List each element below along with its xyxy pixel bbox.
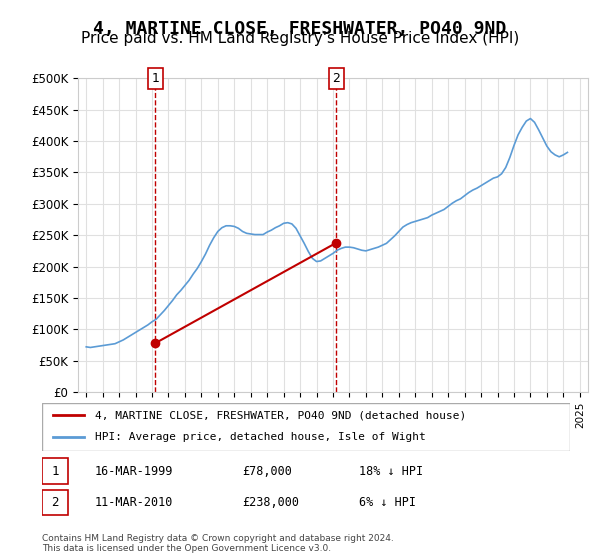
FancyBboxPatch shape [42,458,68,484]
Text: Price paid vs. HM Land Registry's House Price Index (HPI): Price paid vs. HM Land Registry's House … [81,31,519,46]
Text: 4, MARTINE CLOSE, FRESHWATER, PO40 9ND (detached house): 4, MARTINE CLOSE, FRESHWATER, PO40 9ND (… [95,410,466,420]
Text: 1: 1 [52,465,59,478]
Text: Contains HM Land Registry data © Crown copyright and database right 2024.
This d: Contains HM Land Registry data © Crown c… [42,534,394,553]
Text: 1: 1 [152,72,160,85]
FancyBboxPatch shape [42,403,570,451]
Text: £238,000: £238,000 [242,496,299,509]
Text: 16-MAR-1999: 16-MAR-1999 [95,465,173,478]
Text: HPI: Average price, detached house, Isle of Wight: HPI: Average price, detached house, Isle… [95,432,425,442]
Text: 2: 2 [52,496,59,509]
Text: 6% ↓ HPI: 6% ↓ HPI [359,496,416,509]
Text: 18% ↓ HPI: 18% ↓ HPI [359,465,423,478]
Text: 4, MARTINE CLOSE, FRESHWATER, PO40 9ND: 4, MARTINE CLOSE, FRESHWATER, PO40 9ND [94,20,506,38]
Text: £78,000: £78,000 [242,465,293,478]
FancyBboxPatch shape [42,490,68,515]
Text: 2: 2 [332,72,340,85]
Text: 11-MAR-2010: 11-MAR-2010 [95,496,173,509]
